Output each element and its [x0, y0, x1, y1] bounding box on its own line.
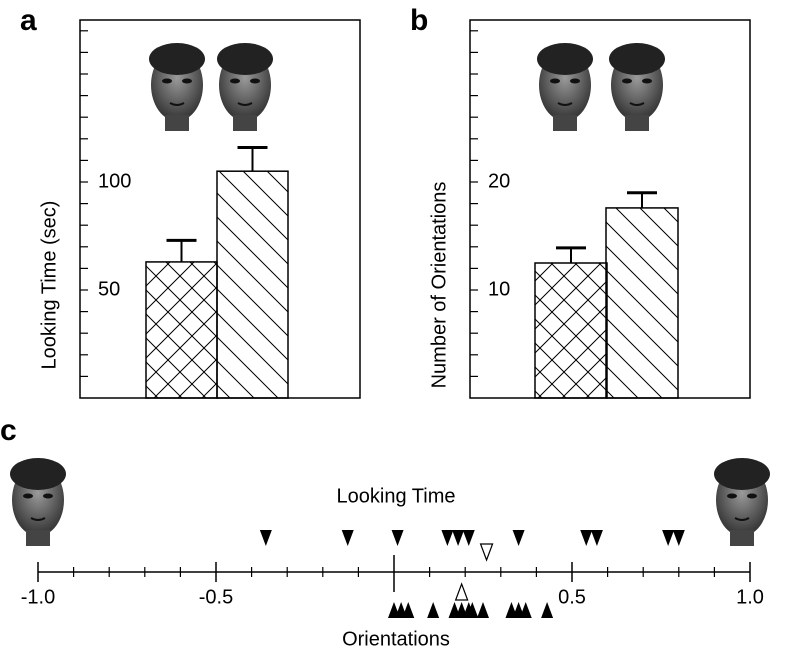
- y-axis-title: Number of Orientations: [428, 182, 450, 389]
- panel-label: a: [20, 4, 37, 37]
- x-tick-label: 1.0: [736, 586, 764, 608]
- faces: [10, 43, 770, 546]
- x-tick-label: -0.5: [199, 586, 233, 608]
- marker: [452, 530, 465, 546]
- x-tick-label: -1.0: [21, 586, 55, 608]
- marker: [391, 530, 404, 546]
- marker: [259, 530, 272, 546]
- marker: [427, 602, 440, 618]
- marker: [341, 530, 354, 546]
- bar: [534, 262, 608, 399]
- bar: [145, 261, 218, 399]
- y-tick-label: 100: [98, 170, 131, 192]
- marker: [402, 602, 415, 618]
- marker: [519, 602, 532, 618]
- panel-label: b: [410, 4, 428, 37]
- bar: [216, 170, 289, 399]
- panel-label: c: [0, 414, 17, 447]
- marker: [462, 530, 475, 546]
- marker: [672, 530, 685, 546]
- mean-marker: [479, 543, 494, 562]
- bar: [605, 207, 679, 399]
- series-label: Looking Time: [337, 485, 456, 507]
- marker: [590, 530, 603, 546]
- y-axis-title: Looking Time (sec): [38, 201, 60, 370]
- y-tick-label: 20: [488, 170, 510, 192]
- mean-marker: [454, 582, 469, 601]
- marker: [512, 530, 525, 546]
- marker: [662, 530, 675, 546]
- marker: [541, 602, 554, 618]
- y-tick-label: 50: [98, 278, 120, 300]
- marker: [580, 530, 593, 546]
- marker: [466, 602, 479, 618]
- marker: [441, 530, 454, 546]
- series-label: Orientations: [342, 628, 450, 650]
- y-tick-label: 10: [488, 278, 510, 300]
- x-tick-label: 0.5: [558, 586, 586, 608]
- marker: [477, 602, 489, 618]
